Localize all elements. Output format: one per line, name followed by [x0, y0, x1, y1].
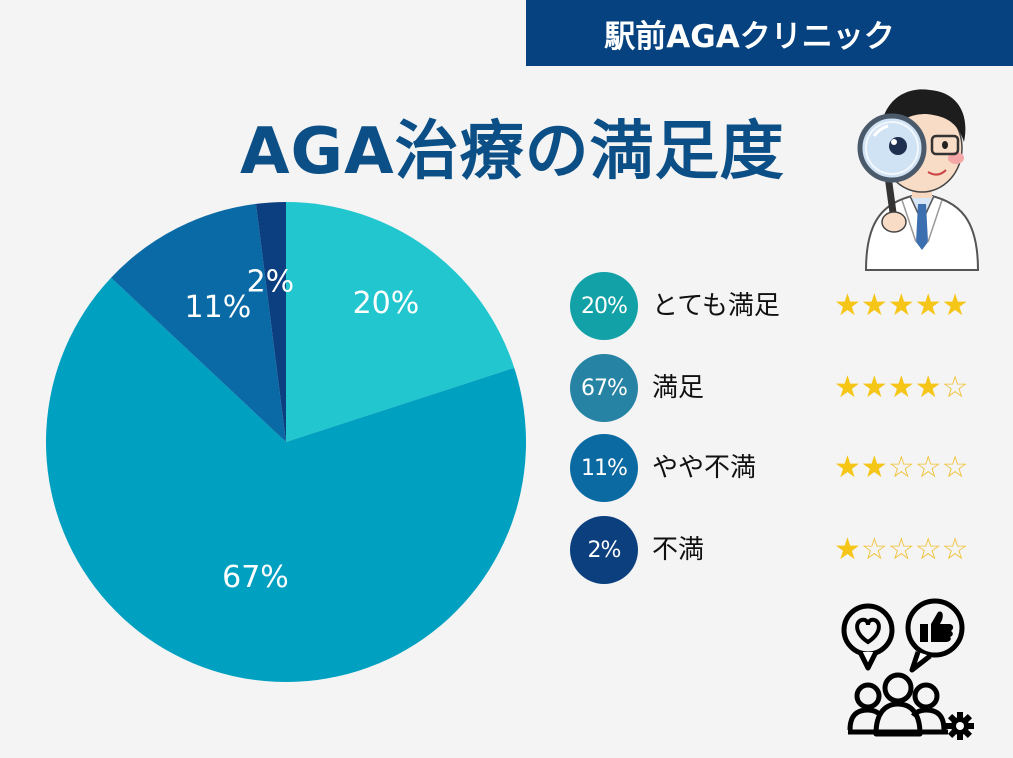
star-empty-icon: ☆ — [941, 450, 969, 485]
legend-label: 不満 — [652, 535, 705, 565]
star-empty-icon: ☆ — [941, 370, 969, 405]
star-filled-icon: ★ — [834, 288, 861, 323]
legend-percent-badge: 67% — [570, 354, 638, 422]
pie-slice — [255, 202, 286, 442]
pie-slice-label: 20% — [353, 286, 420, 321]
pie-slice — [286, 202, 515, 442]
star-filled-icon: ★ — [860, 370, 888, 405]
legend-item-very-satisfied: 20% とても満足 ★★★★★ — [570, 272, 990, 340]
star-filled-icon: ★ — [914, 288, 942, 323]
star-empty-icon: ☆ — [860, 532, 888, 567]
star-empty-icon: ☆ — [887, 450, 915, 485]
star-empty-icon: ☆ — [914, 532, 942, 567]
star-filled-icon: ★ — [834, 532, 861, 567]
pie-slice-label: 11% — [185, 290, 252, 325]
brand-banner: 駅前AGAクリニック — [526, 0, 1013, 66]
brand-name: 駅前AGAクリニック — [604, 18, 895, 55]
pie-slice-label: 2% — [247, 264, 295, 299]
star-filled-icon: ★ — [834, 450, 861, 485]
pie-chart: 20% 67% 11%2% — [45, 202, 526, 682]
legend-percent-badge: 20% — [570, 272, 638, 340]
pie-slice — [111, 203, 286, 442]
legend-item-satisfied: 67% 満足 ★★★★☆ — [570, 354, 990, 422]
star-filled-icon: ★ — [887, 370, 915, 405]
star-filled-icon: ★ — [834, 370, 861, 405]
legend-percent-text: 20% — [581, 293, 628, 319]
star-rating: ★★★★☆ — [834, 354, 969, 422]
legend-label: とても満足 — [652, 291, 780, 321]
legend-percent-text: 67% — [581, 375, 628, 401]
pie-slice — [45, 277, 526, 682]
legend-percent-badge: 2% — [570, 516, 638, 584]
legend-percent-text: 11% — [581, 455, 628, 481]
page-title: AGA治療の満足度 — [240, 115, 785, 189]
star-filled-icon: ★ — [941, 288, 969, 323]
star-rating: ★★★★★ — [834, 272, 969, 340]
star-rating: ★☆☆☆☆ — [834, 516, 969, 584]
pie-slice-label: 67% — [222, 560, 289, 595]
legend-percent-badge: 11% — [570, 434, 638, 502]
star-filled-icon: ★ — [887, 288, 915, 323]
star-filled-icon: ★ — [860, 288, 888, 323]
star-filled-icon: ★ — [860, 450, 888, 485]
star-empty-icon: ☆ — [914, 450, 942, 485]
legend-label: やや不満 — [652, 453, 757, 483]
legend-label: 満足 — [652, 373, 705, 403]
legend-item-somewhat-dissatisfied: 11% やや不満 ★★☆☆☆ — [570, 434, 990, 502]
legend-item-dissatisfied: 2% 不満 ★☆☆☆☆ — [570, 516, 990, 584]
doctor-with-magnifier-icon — [857, 89, 980, 271]
star-filled-icon: ★ — [914, 370, 942, 405]
star-empty-icon: ☆ — [887, 532, 915, 567]
legend-percent-text: 2% — [587, 537, 622, 563]
star-empty-icon: ☆ — [941, 532, 969, 567]
star-rating: ★★☆☆☆ — [834, 434, 969, 502]
customer-feedback-icon — [841, 598, 974, 740]
